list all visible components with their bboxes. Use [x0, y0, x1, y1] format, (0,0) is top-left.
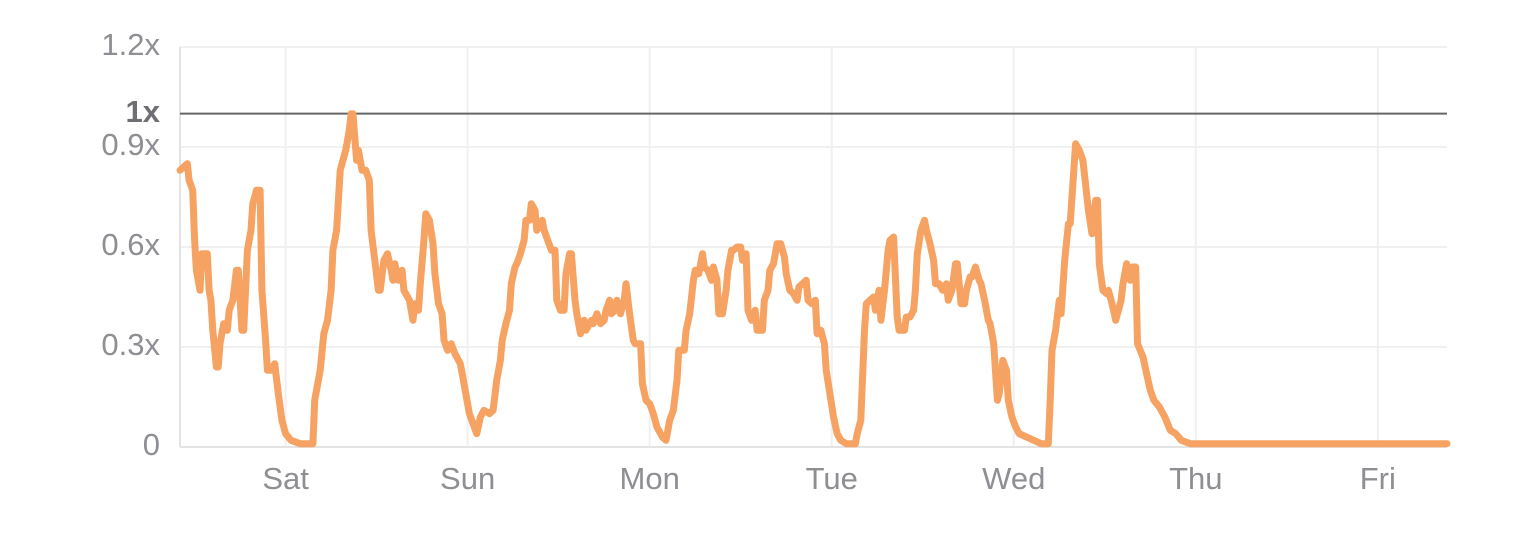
- x-tick-label: Sun: [440, 461, 495, 496]
- data-line: [176, 110, 1451, 448]
- y-tick-label: 0.3x: [101, 327, 160, 362]
- y-tick-label: 1.2x: [101, 27, 160, 62]
- x-tick-label: Thu: [1169, 461, 1222, 496]
- y-tick-label: 0.6x: [101, 227, 160, 262]
- x-tick-label: Wed: [982, 461, 1045, 496]
- y-tick-label: 0: [143, 427, 160, 462]
- y-tick-label: 0.9x: [101, 127, 160, 162]
- x-tick-label: Tue: [806, 461, 858, 496]
- x-tick-label: Fri: [1360, 461, 1396, 496]
- reference-label: 1x: [126, 94, 161, 129]
- x-tick-label: Sat: [262, 461, 309, 496]
- x-tick-label: Mon: [620, 461, 680, 496]
